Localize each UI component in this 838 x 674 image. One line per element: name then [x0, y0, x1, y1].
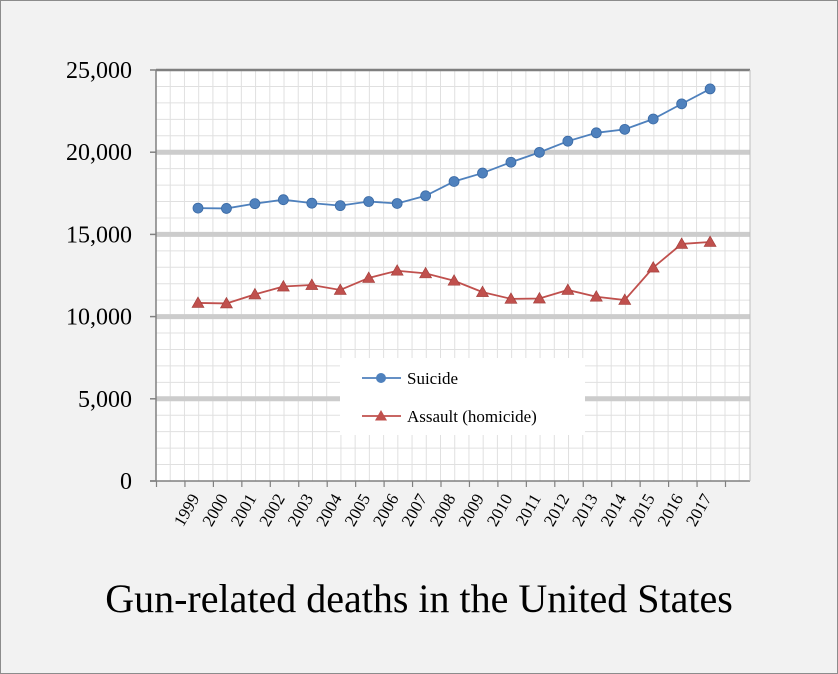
data-point: [562, 135, 574, 147]
data-point: [221, 203, 232, 214]
data-point: [505, 156, 517, 168]
x-tick-label: 2014: [597, 490, 631, 529]
data-point: [590, 127, 602, 139]
series-layer: [191, 83, 717, 309]
data-point: [475, 285, 490, 297]
data-point: [333, 283, 347, 295]
data-point: [219, 296, 233, 309]
y-tick-label: 10,000: [66, 305, 132, 331]
x-tick-label: 2006: [369, 491, 402, 530]
data-point: [334, 200, 346, 212]
data-point: [589, 290, 603, 302]
data-point: [305, 278, 319, 290]
y-tick-label: 15,000: [66, 222, 132, 248]
x-tick-label: 2010: [483, 491, 516, 530]
data-point: [477, 167, 488, 179]
data-point: [618, 293, 632, 305]
x-tick-label: 2015: [625, 491, 658, 530]
x-tick-label: 2016: [654, 491, 687, 530]
x-tick-label: 1999: [170, 491, 203, 530]
data-point: [561, 283, 575, 295]
x-tick-label: 2004: [312, 490, 346, 529]
x-tick-label: 2012: [540, 491, 573, 530]
data-point: [676, 98, 688, 110]
y-tick-labels: 0 5,000 10,000 15,000 20,000 25,000: [66, 58, 132, 495]
y-tick-label: 20,000: [66, 140, 132, 166]
y-tick-label: 25,000: [66, 58, 132, 84]
x-tick-labels: 1999200020012002200320042005200620072008…: [170, 490, 716, 529]
legend-marker: [376, 373, 386, 383]
data-point: [277, 194, 289, 206]
data-point: [534, 146, 545, 158]
x-tick-label: 2008: [426, 491, 459, 530]
data-point: [248, 287, 262, 300]
x-tick-label: 2003: [284, 491, 317, 530]
axes: [150, 69, 751, 487]
data-point: [306, 197, 318, 209]
legend-marker: [375, 410, 387, 421]
y-tick-label: 5,000: [78, 387, 132, 413]
data-point: [532, 291, 546, 304]
x-tick-label: 2005: [341, 491, 374, 530]
data-point: [675, 237, 689, 249]
legend: Suicide Assault (homicide): [340, 358, 585, 435]
data-point: [704, 83, 716, 95]
x-tick-label: 2011: [512, 491, 545, 529]
data-point: [448, 176, 460, 187]
x-tick-label: 2000: [198, 491, 231, 530]
legend-label: Suicide: [407, 369, 458, 388]
legend-box: [340, 358, 585, 435]
legend-label: Assault (homicide): [407, 407, 537, 426]
data-point: [192, 202, 204, 214]
x-tick-label: 2001: [227, 491, 260, 530]
data-point: [419, 266, 433, 279]
data-point: [362, 271, 376, 283]
data-point: [276, 279, 290, 292]
data-point: [447, 274, 461, 286]
x-tick-label: 2007: [398, 490, 432, 529]
data-point: [504, 292, 518, 304]
chart-title: Gun-related deaths in the United States: [105, 576, 733, 621]
data-point: [647, 113, 659, 125]
series-2: [191, 235, 717, 309]
x-tick-label: 2002: [255, 491, 288, 530]
x-tick-label: 2009: [455, 491, 488, 530]
x-tick-label: 2017: [682, 490, 716, 529]
data-point: [420, 190, 432, 202]
data-point: [391, 198, 403, 209]
x-tick-label: 2013: [568, 491, 601, 530]
y-tick-label: 0: [120, 469, 132, 495]
data-point: [703, 235, 717, 247]
data-point: [363, 196, 375, 207]
series-1: [192, 83, 716, 214]
data-point: [646, 261, 660, 273]
data-point: [619, 123, 631, 135]
data-point: [249, 198, 261, 210]
data-point: [390, 264, 404, 276]
data-point: [191, 296, 205, 308]
